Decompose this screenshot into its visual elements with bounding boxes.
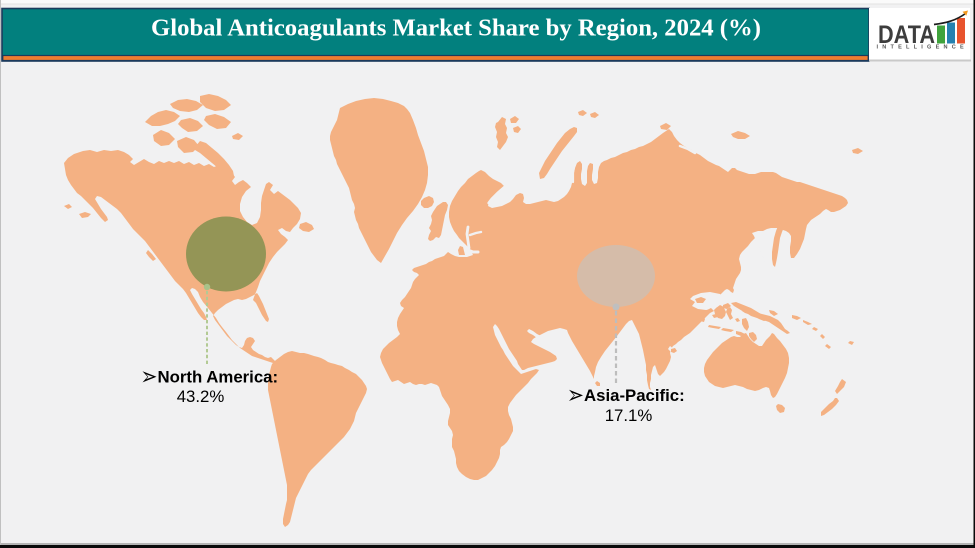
svg-text:North America:: North America: xyxy=(158,367,279,386)
svg-text:Global Anticoagulants Market S: Global Anticoagulants Market Share by Re… xyxy=(151,15,761,42)
svg-text:Asia-Pacific:: Asia-Pacific: xyxy=(584,386,685,405)
svg-text:DATA: DATA xyxy=(878,21,935,49)
svg-text:17.1%: 17.1% xyxy=(605,406,653,425)
svg-text:43.2%: 43.2% xyxy=(177,387,225,406)
svg-text:INTELLIGENCE: INTELLIGENCE xyxy=(877,45,968,51)
